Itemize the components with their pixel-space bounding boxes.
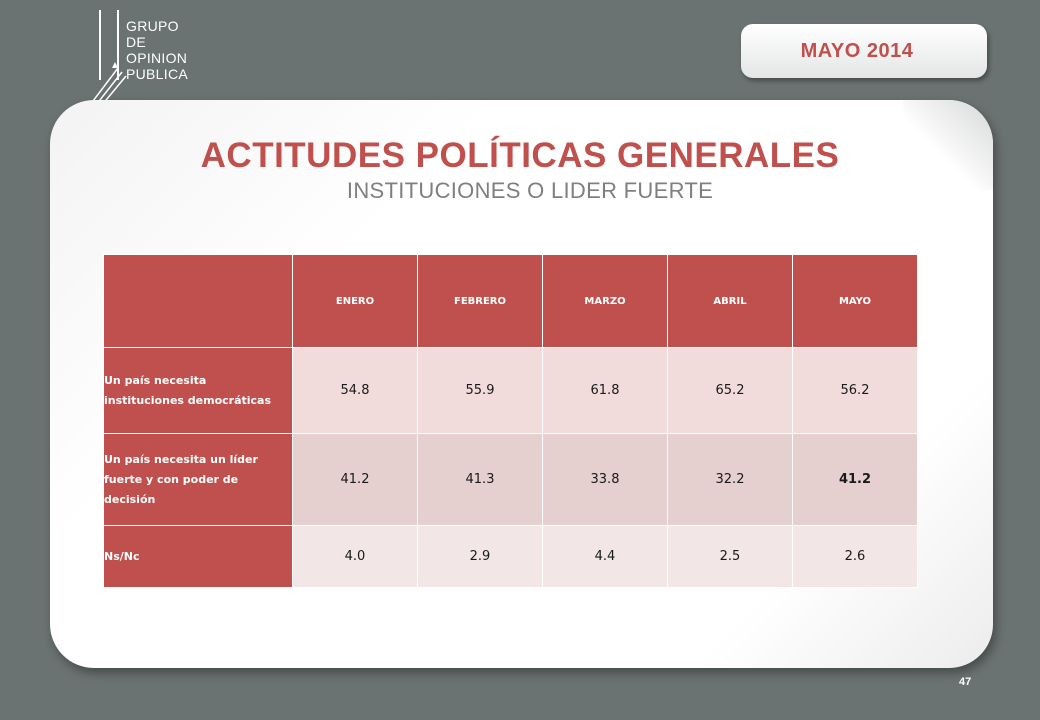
grupo-de-opinion-publica-logo: GRUPO DE OPINION PUBLICA — [88, 10, 218, 110]
logo-line: GRUPO — [126, 18, 179, 34]
table-cell: 4.0 — [292, 525, 418, 588]
table-cell: 56.2 — [792, 347, 918, 434]
table-cell: 2.9 — [417, 525, 543, 588]
table-header-row: ENERO FEBRERO MARZO ABRIL MAYO — [103, 254, 918, 348]
table-row: Un país necesita un líder fuerte y con p… — [103, 433, 918, 526]
row-label: Un país necesita un líder fuerte y con p… — [103, 433, 293, 526]
page-curl-decoration — [903, 100, 993, 190]
table-cell: 2.6 — [792, 525, 918, 588]
column-header: ABRIL — [667, 254, 793, 348]
logo-text: GRUPO DE OPINION PUBLICA — [126, 18, 188, 82]
table-cell: 65.2 — [667, 347, 793, 434]
table-cell: 61.8 — [542, 347, 668, 434]
page-number: 47 — [959, 676, 972, 688]
logo-line: PUBLICA — [126, 66, 189, 82]
table-cell: 4.4 — [542, 525, 668, 588]
column-header: FEBRERO — [417, 254, 543, 348]
column-header: ENERO — [292, 254, 418, 348]
date-badge: MAYO 2014 — [741, 24, 987, 78]
table-row: Ns/Nc 4.0 2.9 4.4 2.5 2.6 — [103, 525, 918, 588]
table-row: Un país necesita instituciones democráti… — [103, 347, 918, 434]
table-cell: 32.2 — [667, 433, 793, 526]
date-label: MAYO 2014 — [800, 39, 914, 62]
logo-line: DE — [126, 34, 147, 50]
page-title: ACTITUDES POLÍTICAS GENERALES — [200, 136, 840, 175]
table-cell: 33.8 — [542, 433, 668, 526]
logo-line: OPINION — [126, 50, 188, 66]
table-cell-highlight: 41.2 — [792, 433, 918, 526]
table-corner-cell — [103, 254, 293, 348]
table-cell: 41.2 — [292, 433, 418, 526]
table-cell: 41.3 — [417, 433, 543, 526]
row-label: Ns/Nc — [103, 525, 293, 588]
table-cell: 54.8 — [292, 347, 418, 434]
column-header: MAYO — [792, 254, 918, 348]
results-table: ENERO FEBRERO MARZO ABRIL MAYO Un país n… — [103, 254, 918, 588]
row-label: Un país necesita instituciones democráti… — [103, 347, 293, 434]
logo-mark-icon — [89, 10, 127, 105]
page-subtitle: INSTITUCIONES O LIDER FUERTE — [346, 178, 714, 203]
table-cell: 55.9 — [417, 347, 543, 434]
column-header: MARZO — [542, 254, 668, 348]
table-cell: 2.5 — [667, 525, 793, 588]
